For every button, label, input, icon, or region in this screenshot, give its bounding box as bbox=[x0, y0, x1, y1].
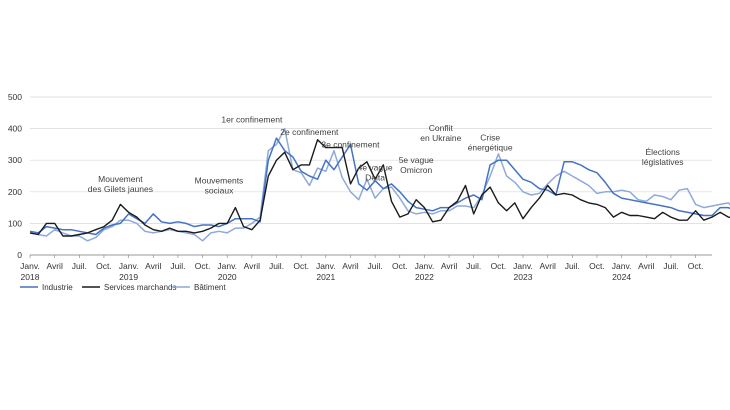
y-tick-label: 200 bbox=[8, 187, 22, 197]
annotation-label: Élections bbox=[645, 147, 680, 157]
x-tick-year: 2023 bbox=[514, 272, 533, 282]
annotation-label: 3e confinement bbox=[321, 140, 380, 150]
annotation-label: 2e confinement bbox=[280, 127, 339, 137]
legend-label-0: Industrie bbox=[42, 283, 73, 292]
x-tick-month: Avril bbox=[342, 261, 358, 271]
annotation-label: Omicron bbox=[400, 165, 432, 175]
x-tick-month: Juil. bbox=[72, 261, 87, 271]
x-tick-month: Juil. bbox=[368, 261, 383, 271]
x-tick-year: 2020 bbox=[218, 272, 237, 282]
x-tick-month: Janv. bbox=[612, 261, 632, 271]
series-line-1 bbox=[29, 138, 730, 237]
x-tick-month: Avril bbox=[638, 261, 654, 271]
x-tick-month: Oct. bbox=[589, 261, 605, 271]
annotation-label: des Gilets jaunes bbox=[88, 184, 153, 194]
x-tick-year: 2018 bbox=[21, 272, 40, 282]
y-tick-label: 0 bbox=[17, 250, 22, 260]
annotation-label: Mouvement bbox=[98, 174, 143, 184]
y-tick-label: 500 bbox=[8, 92, 22, 102]
y-axis-ticks: 0 100 200 300 400 500 bbox=[8, 92, 22, 260]
series-line-2 bbox=[29, 127, 730, 242]
x-tick-month: Juil. bbox=[466, 261, 481, 271]
x-tick-month: Janv. bbox=[119, 261, 139, 271]
legend: Industrie Services marchands Bâtiment bbox=[20, 283, 226, 292]
x-tick-year: 2021 bbox=[316, 272, 335, 282]
annotation-label: 5e vague bbox=[399, 155, 434, 165]
x-tick-month: Oct. bbox=[293, 261, 309, 271]
annotation-label: Mouvements bbox=[195, 175, 244, 185]
annotation-label: en Ukraine bbox=[420, 133, 461, 143]
annotation-label: 4e vague bbox=[358, 163, 393, 173]
x-tick-month: Oct. bbox=[96, 261, 112, 271]
legend-label-1: Services marchands bbox=[104, 283, 176, 292]
x-tick-month: Avril bbox=[46, 261, 62, 271]
x-tick-month: Juil. bbox=[170, 261, 185, 271]
annotation-label: Delta bbox=[365, 173, 385, 183]
x-tick-month: Janv. bbox=[217, 261, 237, 271]
x-tick-month: Avril bbox=[539, 261, 555, 271]
x-tick-month: Janv. bbox=[513, 261, 533, 271]
x-tick-month: Oct. bbox=[392, 261, 408, 271]
x-tick-month: Juil. bbox=[565, 261, 580, 271]
x-tick-month: Janv. bbox=[20, 261, 40, 271]
x-tick-year: 2022 bbox=[415, 272, 434, 282]
x-tick-month: Janv. bbox=[316, 261, 336, 271]
x-tick-month: Avril bbox=[441, 261, 457, 271]
y-tick-label: 100 bbox=[8, 218, 22, 228]
series-lines bbox=[29, 127, 730, 242]
y-tick-label: 400 bbox=[8, 124, 22, 134]
x-tick-month: Avril bbox=[145, 261, 161, 271]
series-line-0 bbox=[29, 137, 730, 236]
x-tick-year: 2024 bbox=[612, 272, 631, 282]
x-tick-month: Janv. bbox=[415, 261, 435, 271]
annotation-label: 1er confinement bbox=[221, 114, 283, 124]
annotation-label: Crise bbox=[480, 133, 500, 143]
x-tick-month: Oct. bbox=[195, 261, 211, 271]
y-tick-label: 300 bbox=[8, 155, 22, 165]
x-tick-month: Juil. bbox=[269, 261, 284, 271]
annotation-label: sociaux bbox=[205, 185, 235, 195]
x-tick-month: Oct. bbox=[491, 261, 507, 271]
x-tick-month: Oct. bbox=[688, 261, 704, 271]
x-tick-month: Avril bbox=[244, 261, 260, 271]
x-tick-year: 2019 bbox=[119, 272, 138, 282]
annotation-label: énergétique bbox=[468, 143, 513, 153]
x-tick-month: Juil. bbox=[663, 261, 678, 271]
annotation-label: Conflit bbox=[429, 123, 454, 133]
legend-label-2: Bâtiment bbox=[194, 283, 226, 292]
annotation-label: législatives bbox=[642, 157, 684, 167]
